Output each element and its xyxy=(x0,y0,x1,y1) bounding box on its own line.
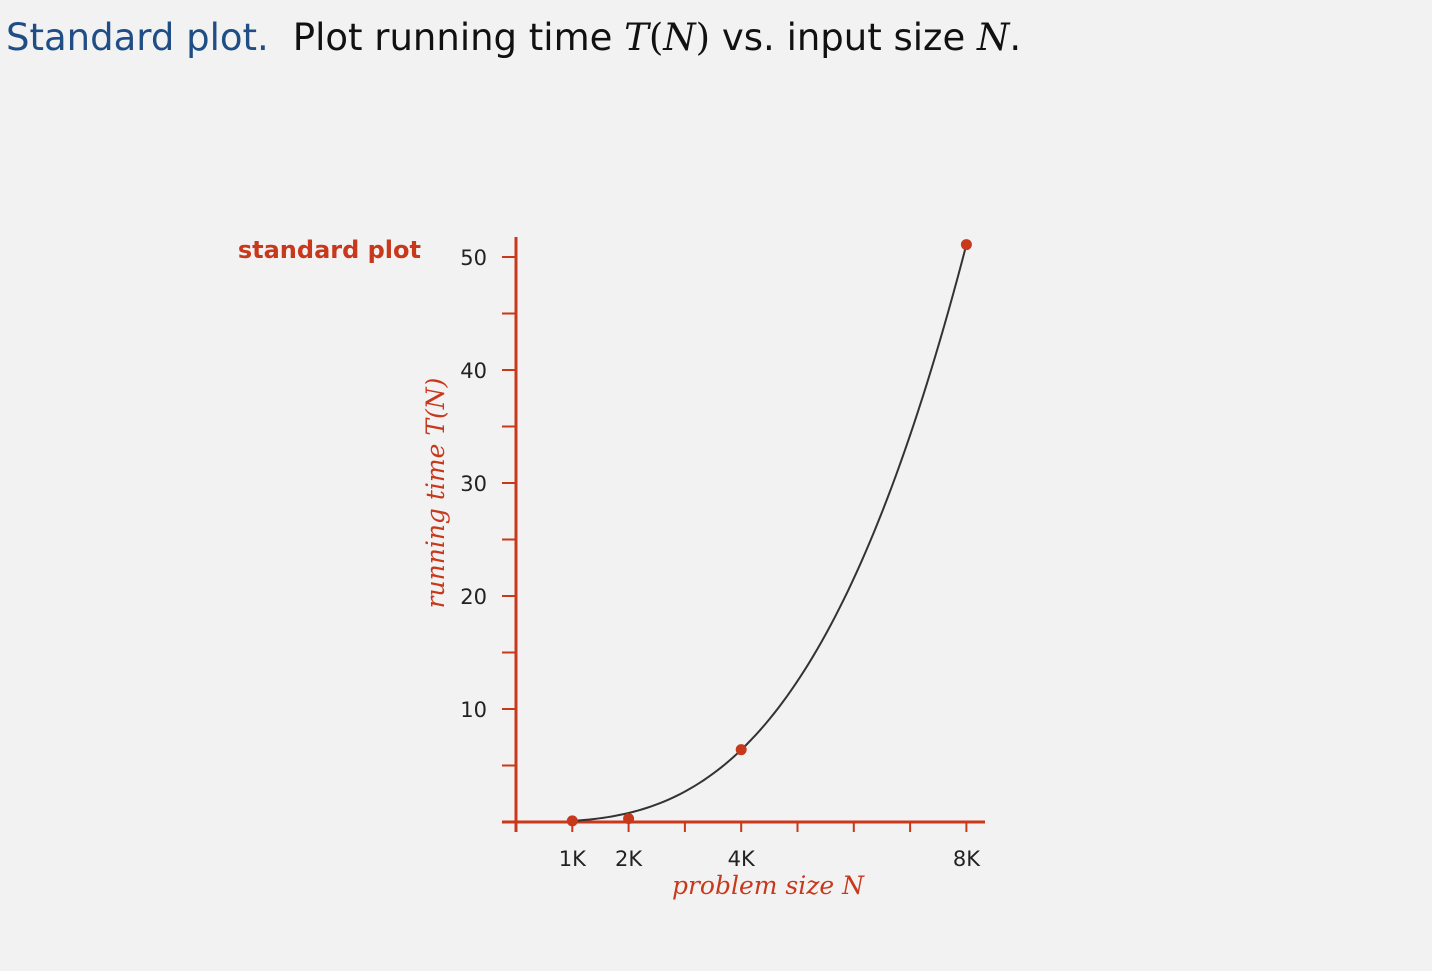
title-text-before: Plot running time xyxy=(292,16,625,59)
y-tick-label: 10 xyxy=(460,698,487,722)
y-tick-label: 50 xyxy=(460,246,487,270)
data-curve xyxy=(572,244,968,822)
y-tick-label: 40 xyxy=(460,359,487,383)
slide-title-lead: Standard plot. xyxy=(6,16,269,59)
title-paren-close: ) xyxy=(695,16,711,59)
data-point xyxy=(960,239,972,251)
title-text-after: vs. input size xyxy=(710,16,978,59)
data-point xyxy=(623,813,635,825)
page-title: Standard plot. Plot running time T(N) vs.… xyxy=(6,14,1021,62)
title-math-n-2: N xyxy=(977,16,1010,59)
y-tick-label: 20 xyxy=(460,585,487,609)
title-math-n: N xyxy=(663,16,696,59)
x-tick-label: 8K xyxy=(953,847,981,871)
title-period: . xyxy=(1009,16,1022,59)
data-point xyxy=(735,744,747,756)
title-paren-open: ( xyxy=(648,16,664,59)
data-point xyxy=(566,815,578,827)
title-math-t: T xyxy=(624,16,649,59)
x-axis-title: problem size N xyxy=(672,871,865,900)
chart-axes: 1K 2K 4K 8K 10 20 30 40 50 xyxy=(460,237,985,871)
x-tick-label: 2K xyxy=(615,847,643,871)
y-tick-label: 30 xyxy=(460,472,487,496)
data-points xyxy=(566,239,972,827)
x-tick-label: 4K xyxy=(728,847,756,871)
plot-label: standard plot xyxy=(238,236,421,264)
y-axis-title: running time T(N) xyxy=(421,378,450,609)
x-tick-label: 1K xyxy=(559,847,587,871)
